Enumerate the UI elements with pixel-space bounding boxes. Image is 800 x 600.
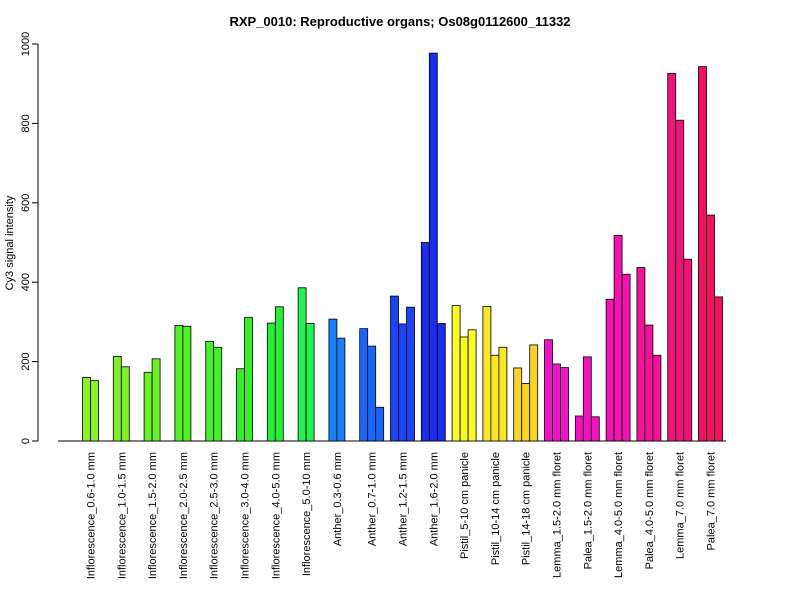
bar xyxy=(552,363,561,442)
bar xyxy=(120,366,130,442)
bar xyxy=(467,329,477,442)
bar xyxy=(714,296,723,442)
bar xyxy=(675,119,685,442)
y-tick-label: 800 xyxy=(20,114,32,132)
bar xyxy=(336,337,346,442)
bar xyxy=(182,325,192,442)
bar xyxy=(560,367,569,442)
bar xyxy=(266,322,276,442)
bar xyxy=(82,377,91,442)
bar xyxy=(698,66,707,442)
category-label: Inflorescence_1.5-2.0 mm xyxy=(147,452,159,579)
category-label: Anther_1.6-2.0 mm xyxy=(428,452,440,546)
category-labels: Inflorescence_0.6-1.0 mm Inflorescence_1.… xyxy=(86,452,718,579)
bar xyxy=(521,383,531,442)
category-label: Inflorescence_4.0-5.0 mm xyxy=(270,452,282,579)
bar xyxy=(590,416,600,442)
bar xyxy=(428,52,438,442)
bar xyxy=(112,356,122,442)
chart-title: RXP_0010: Reproductive organs; Os08g0112… xyxy=(229,14,570,29)
bar xyxy=(683,258,693,442)
bar xyxy=(644,324,654,442)
y-tick-label: 400 xyxy=(20,273,32,291)
bar xyxy=(451,305,461,442)
category-label: Pistil_14-18 cm panicle xyxy=(521,452,533,565)
bar xyxy=(398,323,407,442)
bar xyxy=(390,295,399,442)
bar xyxy=(513,367,523,442)
y-tick-label: 200 xyxy=(20,352,32,370)
category-label: Inflorescence_2.0-2.5 mm xyxy=(178,452,190,579)
bar xyxy=(236,368,245,442)
category-label: Anther_0.7-1.0 mm xyxy=(367,452,379,546)
bar xyxy=(406,306,415,442)
category-label: Palea_1.5-2.0 mm floret xyxy=(582,452,594,569)
category-label: Inflorescence_3.0-4.0 mm xyxy=(240,452,252,579)
bar xyxy=(213,346,223,442)
y-axis-title: Cy3 signal intensity xyxy=(4,195,16,290)
bar xyxy=(490,354,500,442)
category-label: Inflorescence_5.0-10 mm xyxy=(301,452,313,576)
category-label: Lemma_4.0-5.0 mm floret xyxy=(613,452,625,578)
bars-group xyxy=(82,52,723,442)
bar xyxy=(574,415,584,442)
bar xyxy=(174,325,184,442)
bar xyxy=(652,354,662,442)
bar xyxy=(621,273,631,442)
category-label: Anther_1.2-1.5 mm xyxy=(398,452,410,546)
category-label: Lemma_1.5-2.0 mm floret xyxy=(552,452,564,578)
category-label: Palea_7.0 mm floret xyxy=(706,452,718,550)
y-axis: 0 200 400 600 800 1000 xyxy=(20,32,39,444)
bar xyxy=(636,267,646,442)
category-label: Anther_0.3-0.6 mm xyxy=(332,452,344,546)
y-tick-label: 0 xyxy=(20,438,32,444)
bar xyxy=(529,344,539,442)
bar xyxy=(151,358,161,442)
category-label: Inflorescence_1.0-1.5 mm xyxy=(116,452,128,579)
bar xyxy=(305,323,315,442)
bar xyxy=(375,406,385,442)
bar xyxy=(359,328,369,442)
category-label: Pistil_5-10 cm panicle xyxy=(459,452,471,559)
bar xyxy=(544,339,553,442)
bar xyxy=(605,298,615,442)
bar xyxy=(582,356,592,442)
bar xyxy=(613,234,623,442)
bar xyxy=(706,214,715,442)
category-label: Pistil_10-14 cm panicle xyxy=(490,452,502,565)
bar xyxy=(420,242,430,442)
bar xyxy=(482,306,492,442)
category-label: Palea_4.0-5.0 mm floret xyxy=(644,452,656,569)
category-label: Inflorescence_0.6-1.0 mm xyxy=(86,452,98,579)
bar xyxy=(90,380,99,442)
y-tick-label: 600 xyxy=(20,194,32,212)
bar xyxy=(459,336,469,442)
bar xyxy=(436,323,446,442)
bar xyxy=(498,346,508,442)
bar xyxy=(143,371,153,442)
bar xyxy=(297,287,307,442)
bar xyxy=(367,345,377,442)
y-tick-label: 1000 xyxy=(20,32,32,56)
category-label: Inflorescence_2.5-3.0 mm xyxy=(209,452,221,579)
bar xyxy=(274,306,284,442)
bar xyxy=(667,72,677,442)
bar xyxy=(205,340,215,442)
bar xyxy=(328,318,338,442)
bar xyxy=(244,317,253,442)
category-label: Lemma_7.0 mm floret xyxy=(675,452,687,559)
